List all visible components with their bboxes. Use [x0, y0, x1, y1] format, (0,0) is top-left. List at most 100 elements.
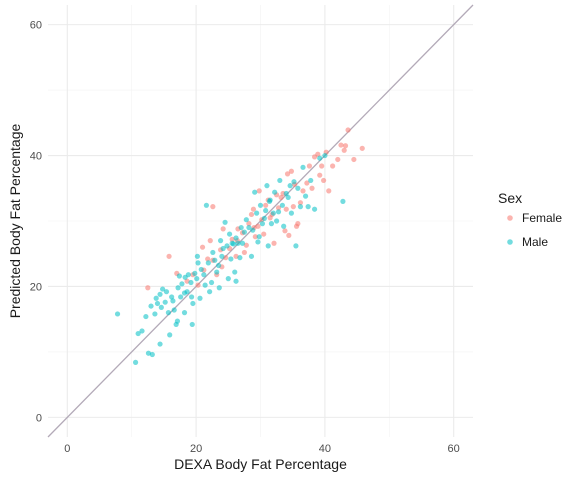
point-female [263, 202, 269, 208]
point-male [194, 253, 200, 259]
point-male [287, 183, 293, 189]
y-tick-label: 40 [30, 151, 42, 163]
point-male [273, 218, 280, 224]
point-female [282, 228, 288, 234]
point-male [178, 294, 184, 300]
point-female [286, 232, 292, 238]
point-male [305, 204, 311, 210]
point-male [219, 253, 225, 259]
point-male [216, 262, 222, 269]
legend: Sex Female Male [498, 190, 562, 249]
point-male [203, 202, 210, 208]
point-male [308, 177, 314, 184]
point-female [166, 253, 172, 259]
point-male [266, 198, 273, 204]
y-tick-label: 0 [36, 412, 42, 424]
point-male [233, 278, 239, 284]
point-male [322, 152, 328, 159]
point-female [252, 234, 258, 240]
point-male [139, 328, 145, 334]
point-male [185, 272, 191, 278]
point-female [341, 147, 347, 153]
point-male [148, 303, 154, 309]
point-male [157, 341, 163, 347]
point-female [306, 163, 313, 169]
point-male [288, 210, 295, 216]
point-male [114, 311, 121, 317]
point-male [293, 243, 299, 249]
point-male [214, 269, 220, 275]
point-male [222, 219, 228, 225]
point-male [279, 202, 285, 208]
legend-title: Sex [498, 190, 522, 206]
point-male [224, 243, 230, 249]
point-male [162, 299, 168, 305]
point-male [217, 238, 224, 244]
point-female [210, 204, 216, 210]
legend-label-male: Male [522, 235, 548, 249]
point-male [176, 273, 182, 279]
point-female [330, 163, 336, 169]
point-male [154, 300, 161, 307]
point-male [248, 253, 255, 259]
point-male [170, 298, 176, 304]
point-female [297, 200, 304, 206]
point-male [297, 204, 304, 210]
point-male [220, 245, 226, 252]
x-tick-label: 20 [190, 443, 202, 455]
point-male [265, 243, 271, 249]
point-female [220, 226, 226, 232]
point-male [246, 224, 252, 231]
point-male [171, 307, 177, 313]
point-male [264, 183, 270, 189]
legend-swatch-female [507, 215, 513, 221]
point-male [237, 255, 243, 261]
point-female [145, 285, 151, 291]
point-male [188, 294, 195, 300]
point-female [335, 156, 341, 163]
point-male [261, 215, 267, 221]
point-male [340, 198, 346, 204]
point-male [167, 332, 173, 338]
point-male [235, 240, 241, 246]
point-male [163, 289, 170, 295]
point-female [345, 127, 351, 133]
point-male [216, 285, 222, 291]
point-male [197, 295, 203, 301]
point-male [153, 295, 159, 301]
point-male [277, 177, 283, 184]
point-female [315, 151, 321, 157]
point-male [205, 260, 211, 266]
point-male [257, 202, 264, 208]
point-female [359, 145, 365, 151]
point-male [143, 313, 149, 320]
point-male [291, 179, 297, 185]
legend-label-female: Female [522, 211, 562, 225]
point-male [241, 229, 248, 235]
point-female [338, 142, 344, 148]
point-male [233, 235, 239, 241]
point-female [321, 177, 327, 184]
point-male [255, 239, 261, 245]
point-male [300, 164, 306, 170]
point-male [188, 279, 194, 286]
point-female [317, 172, 323, 178]
point-male [230, 241, 237, 247]
point-male [283, 190, 289, 197]
point-male [165, 310, 172, 316]
point-female [195, 282, 201, 288]
point-male [212, 257, 218, 263]
point-male [132, 359, 139, 365]
x-tick-label: 60 [448, 443, 460, 455]
x-tick-labels: 0 20 40 60 [64, 443, 460, 455]
point-female [284, 171, 291, 177]
point-male [194, 276, 200, 282]
point-male [152, 311, 158, 317]
point-female [326, 188, 332, 194]
point-female [205, 256, 211, 262]
point-male [238, 224, 244, 231]
point-male [208, 279, 215, 286]
point-female [319, 163, 325, 169]
y-tick-label: 20 [30, 281, 42, 293]
